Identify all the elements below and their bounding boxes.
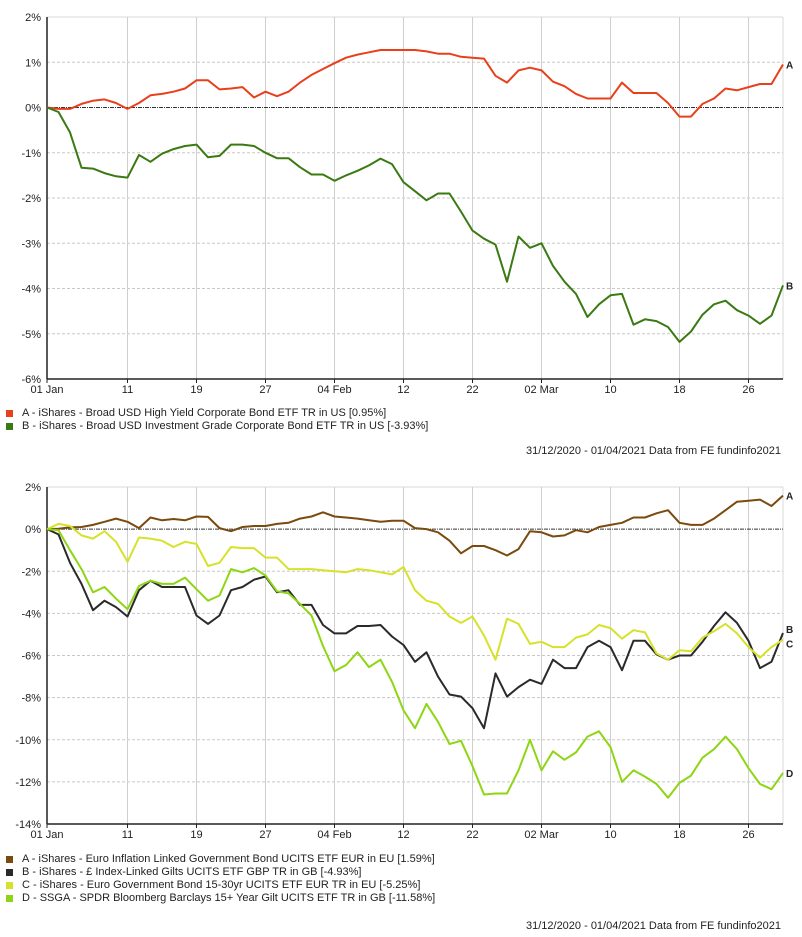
y-tick-label: -5% (21, 329, 41, 341)
y-tick-label: 0% (25, 524, 41, 536)
series-line-a (46, 494, 784, 557)
series-end-label-b: B (786, 281, 793, 292)
y-tick-label: -10% (15, 735, 41, 747)
legend-bottom: A - iShares - Euro Inflation Linked Gove… (6, 853, 435, 905)
x-tick-label: 22 (466, 384, 478, 396)
series-end-label-b: B (786, 625, 793, 636)
x-tick-label: 04 Feb (317, 829, 351, 841)
legend-swatch-a (6, 856, 13, 863)
y-tick-label: -3% (21, 238, 41, 250)
y-tick-label: 2% (25, 12, 41, 24)
x-tick-label: 26 (742, 384, 754, 396)
x-tick-label: 26 (742, 829, 754, 841)
x-tick-label: 27 (259, 829, 271, 841)
x-tick-label: 12 (397, 829, 409, 841)
x-tick-label: 12 (397, 384, 409, 396)
y-tick-label: -6% (21, 374, 41, 386)
y-tick-label: 1% (25, 57, 41, 69)
y-tick-label: -4% (21, 284, 41, 296)
y-tick-label: -12% (15, 777, 41, 789)
y-tick-label: -2% (21, 566, 41, 578)
legend-item-c: C - iShares - Euro Government Bond 15-30… (6, 879, 435, 892)
legend-label-d: D - SSGA - SPDR Bloomberg Barclays 15+ Y… (22, 892, 436, 904)
series-end-label-c: C (786, 640, 793, 651)
series-line-b (46, 528, 784, 730)
legend-label-a: A - iShares - Broad USD High Yield Corpo… (22, 407, 387, 419)
legend-label-b: B - iShares - Broad USD Investment Grade… (22, 420, 429, 432)
series-line-a (46, 49, 784, 118)
source-note-top: 31/12/2020 - 01/04/2021 Data from FE fun… (525, 445, 781, 457)
series-line-c (46, 522, 784, 661)
legend-item-d: D - SSGA - SPDR Bloomberg Barclays 15+ Y… (6, 892, 435, 905)
source-note-bottom: 31/12/2020 - 01/04/2021 Data from FE fun… (525, 920, 781, 932)
legend-label-c: C - iShares - Euro Government Bond 15-30… (22, 879, 421, 891)
legend-item-a: A - iShares - Broad USD High Yield Corpo… (6, 407, 428, 420)
y-tick-label: -8% (21, 693, 41, 705)
y-tick-label: 2% (25, 482, 41, 494)
legend-swatch-b (6, 423, 13, 430)
y-tick-label: -6% (21, 651, 41, 663)
series-end-label-a: A (786, 492, 793, 503)
x-tick-label: 01 Jan (30, 384, 63, 396)
y-tick-label: -2% (21, 193, 41, 205)
x-tick-label: 18 (673, 384, 685, 396)
y-tick-label: -1% (21, 148, 41, 160)
legend-label-b: B - iShares - £ Index-Linked Gilts UCITS… (22, 866, 362, 878)
x-tick-label: 22 (466, 829, 478, 841)
x-tick-label: 11 (122, 829, 133, 841)
legend-swatch-d (6, 895, 13, 902)
x-tick-label: 11 (122, 384, 133, 396)
legend-label-a: A - iShares - Euro Inflation Linked Gove… (22, 853, 435, 865)
legend-item-b: B - iShares - Broad USD Investment Grade… (6, 420, 428, 433)
legend-swatch-a (6, 410, 13, 417)
chart-top: 2% 1% 0% -1% -2% -3% -4% -5% -6%01 Jan 11 19 27 04 F… (21, 12, 793, 396)
series-line-b (46, 106, 784, 343)
legend-item-b: B - iShares - £ Index-Linked Gilts UCITS… (6, 866, 435, 879)
legend-top: A - iShares - Broad USD High Yield Corpo… (6, 407, 428, 433)
x-tick-label: 19 (190, 384, 202, 396)
legend-item-a: A - iShares - Euro Inflation Linked Gove… (6, 853, 435, 866)
series-end-label-d: D (786, 769, 793, 780)
x-tick-label: 19 (190, 829, 202, 841)
series-line-d (46, 528, 784, 799)
chart-bottom: 2% 0% -2% -4% -6% -8% -10% -12% -14%01 Jan 11 19 27… (15, 482, 793, 841)
x-tick-label: 18 (673, 829, 685, 841)
x-tick-label: 04 Feb (317, 384, 351, 396)
y-tick-label: -4% (21, 608, 41, 620)
x-tick-label: 01 Jan (30, 829, 63, 841)
x-tick-label: 02 Mar (524, 829, 559, 841)
x-tick-label: 02 Mar (524, 384, 559, 396)
x-tick-label: 10 (604, 384, 616, 396)
series-end-label-a: A (786, 61, 793, 72)
x-tick-label: 27 (259, 384, 271, 396)
legend-swatch-b (6, 869, 13, 876)
x-tick-label: 10 (604, 829, 616, 841)
y-tick-label: -14% (15, 819, 41, 831)
y-tick-label: 0% (25, 103, 41, 115)
legend-swatch-c (6, 882, 13, 889)
